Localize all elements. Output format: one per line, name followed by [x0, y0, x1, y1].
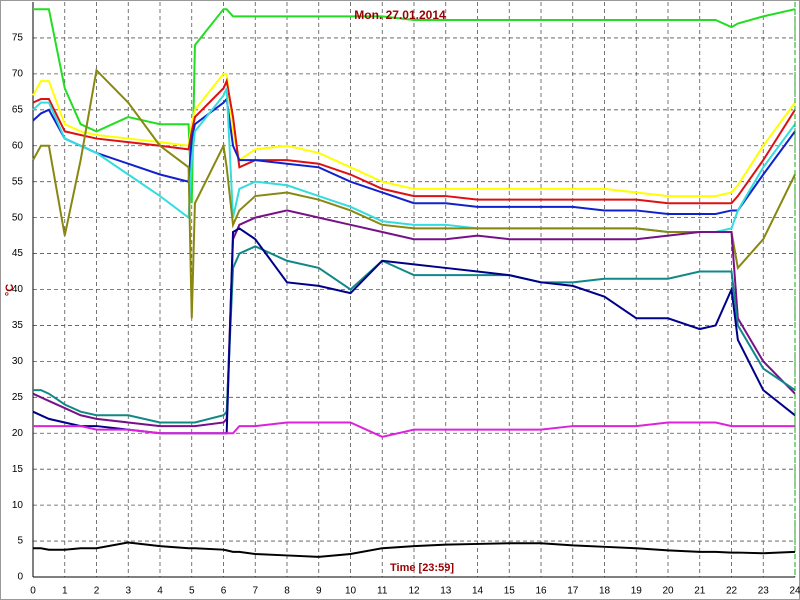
x-tick-label: 8 [284, 586, 290, 597]
y-tick-label: 35 [12, 320, 24, 331]
y-tick-label: 5 [17, 536, 23, 547]
x-tick-label: 9 [316, 586, 322, 597]
x-tick-label: 23 [758, 586, 770, 597]
lines-layer [32, 8, 796, 558]
y-tick-label: 75 [12, 33, 24, 44]
grid-layer [32, 2, 796, 578]
x-tick-label: 11 [377, 586, 388, 597]
series-line [33, 8, 796, 204]
x-tick-label: 1 [62, 586, 68, 597]
x-tick-label: 17 [567, 586, 579, 597]
x-tick-label: 16 [535, 586, 547, 597]
x-tick-label: 4 [157, 586, 163, 597]
series-line [32, 68, 796, 319]
x-tick-label: 13 [440, 586, 452, 597]
x-tick-label: 21 [694, 586, 706, 597]
x-tick-label: 12 [408, 586, 420, 597]
y-tick-label: 55 [12, 176, 24, 187]
y-tick-label: 60 [12, 140, 24, 151]
x-tick-label: 10 [345, 586, 357, 597]
x-tick-label: 19 [631, 586, 643, 597]
series-line [32, 72, 796, 198]
series-line [32, 227, 796, 435]
series-line [33, 421, 795, 438]
series-line [32, 77, 796, 205]
y-tick-label: 10 [12, 500, 24, 511]
series-line [33, 541, 796, 558]
x-tick-label: 6 [221, 586, 227, 597]
y-tick-label: 45 [12, 248, 24, 259]
y-tick-label: 15 [12, 464, 24, 475]
x-tick-label: 3 [125, 586, 131, 597]
x-tick-label: 22 [726, 586, 738, 597]
x-tick-label: 14 [472, 586, 484, 597]
y-tick-label: 20 [12, 428, 24, 439]
y-tick-label: 70 [12, 69, 24, 80]
series-line [33, 245, 796, 424]
x-tick-label: 15 [504, 586, 516, 597]
y-tick-label: 25 [12, 392, 24, 403]
x-tick-label: 0 [30, 586, 36, 597]
y-tick-label: 50 [12, 212, 24, 223]
x-tick-label: 2 [94, 586, 100, 597]
x-tick-label: 20 [662, 586, 674, 597]
x-tick-label: 18 [599, 586, 611, 597]
x-tick-label: 5 [189, 586, 195, 597]
chart-title: Mon. 27.01.2014 [354, 8, 446, 22]
x-tick-label: 7 [252, 586, 258, 597]
y-tick-label: 0 [17, 572, 23, 583]
series-line [32, 209, 796, 428]
y-tick-label: 30 [12, 356, 24, 367]
y-axis-label: °C [4, 284, 16, 296]
series-line [32, 96, 796, 216]
x-axis-label: Time [23:59] [390, 562, 454, 574]
x-tick-label: 24 [789, 586, 800, 597]
y-tick-label: 65 [12, 104, 24, 115]
y-tick-label: 40 [12, 284, 24, 295]
